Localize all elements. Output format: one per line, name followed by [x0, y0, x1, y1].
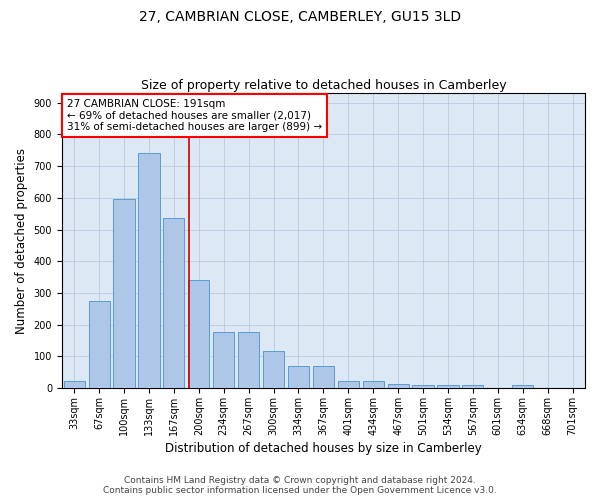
Text: 27 CAMBRIAN CLOSE: 191sqm
← 69% of detached houses are smaller (2,017)
31% of se: 27 CAMBRIAN CLOSE: 191sqm ← 69% of detac…	[67, 99, 322, 132]
Bar	[263, 350, 284, 388]
Bar	[163, 218, 184, 388]
Title: Size of property relative to detached houses in Camberley: Size of property relative to detached ho…	[140, 79, 506, 92]
Bar	[462, 385, 484, 388]
Bar	[213, 332, 235, 388]
Y-axis label: Number of detached properties: Number of detached properties	[15, 148, 28, 334]
Bar	[512, 385, 533, 388]
Bar	[89, 301, 110, 388]
Bar	[313, 366, 334, 388]
Bar	[338, 381, 359, 388]
Text: 27, CAMBRIAN CLOSE, CAMBERLEY, GU15 3LD: 27, CAMBRIAN CLOSE, CAMBERLEY, GU15 3LD	[139, 10, 461, 24]
Bar	[362, 381, 384, 388]
Bar	[188, 280, 209, 388]
Bar	[139, 154, 160, 388]
Bar	[288, 366, 309, 388]
Bar	[113, 200, 134, 388]
Bar	[412, 385, 434, 388]
Text: Contains HM Land Registry data © Crown copyright and database right 2024.
Contai: Contains HM Land Registry data © Crown c…	[103, 476, 497, 495]
Bar	[64, 381, 85, 388]
X-axis label: Distribution of detached houses by size in Camberley: Distribution of detached houses by size …	[165, 442, 482, 455]
Bar	[388, 384, 409, 388]
Bar	[238, 332, 259, 388]
Bar	[437, 385, 458, 388]
